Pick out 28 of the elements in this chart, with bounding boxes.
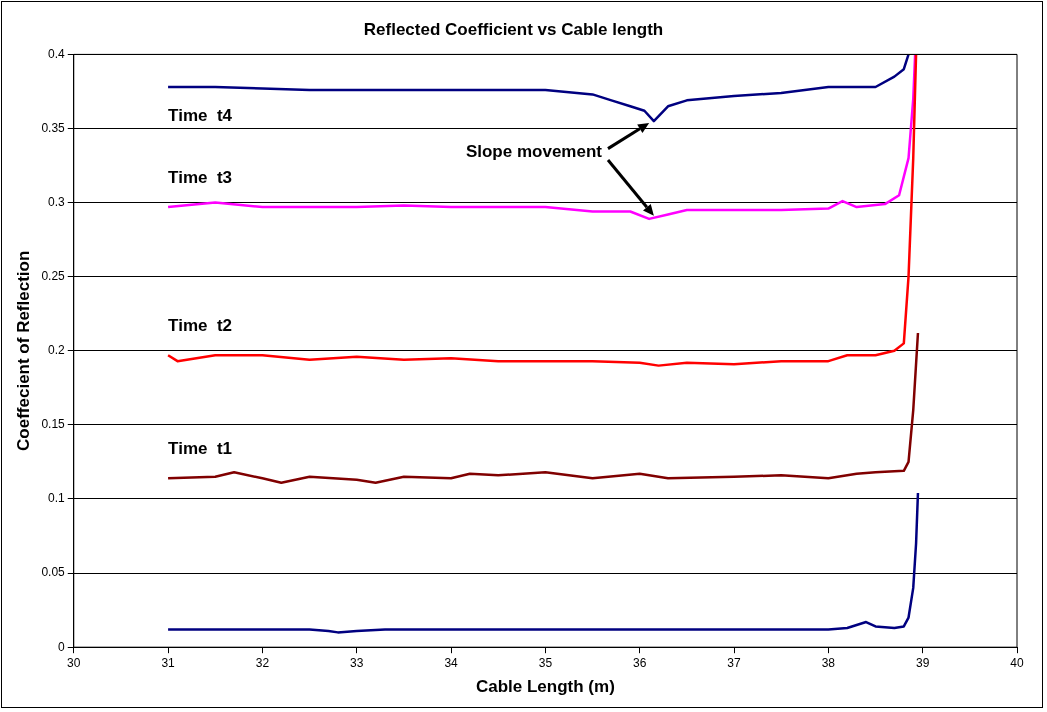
x-tick-label: 34 — [444, 655, 459, 670]
y-tick-label: 0.4 — [48, 46, 66, 61]
y-tick-label: 0.05 — [41, 565, 66, 580]
chart-title: Reflected Coefficient vs Cable length — [363, 19, 664, 39]
x-axis-title: Cable Length (m) — [475, 677, 615, 697]
y-tick-label: 0.25 — [41, 269, 66, 284]
x-tick-label: 39 — [916, 655, 930, 670]
annotation: Slope movement — [465, 141, 603, 161]
series-label: Time t1 — [168, 439, 233, 459]
x-tick-label: 40 — [1010, 655, 1024, 670]
x-tick-label: 32 — [255, 655, 270, 670]
series-label: Time t2 — [168, 316, 233, 336]
y-tick-label: 0.3 — [48, 194, 66, 209]
y-tick-label: 0.35 — [41, 120, 66, 135]
y-tick-label: 0.1 — [48, 491, 66, 506]
series-label: Time t4 — [168, 106, 233, 125]
x-tick-label: 35 — [538, 655, 553, 670]
x-tick-label: 36 — [633, 655, 647, 670]
series-label: Time t3 — [168, 168, 233, 188]
x-tick-label: 37 — [727, 655, 742, 670]
y-tick-label: 0.15 — [41, 417, 66, 432]
x-tick-label: 38 — [821, 655, 836, 670]
x-tick-label: 33 — [350, 655, 364, 670]
x-tick-label: 31 — [161, 655, 176, 670]
y-tick-label: 0.2 — [48, 343, 66, 358]
y-tick-label: 0 — [58, 639, 66, 654]
x-tick-label: 30 — [67, 655, 81, 670]
y-axis-title: Coeffecient of Reflection — [13, 250, 33, 451]
